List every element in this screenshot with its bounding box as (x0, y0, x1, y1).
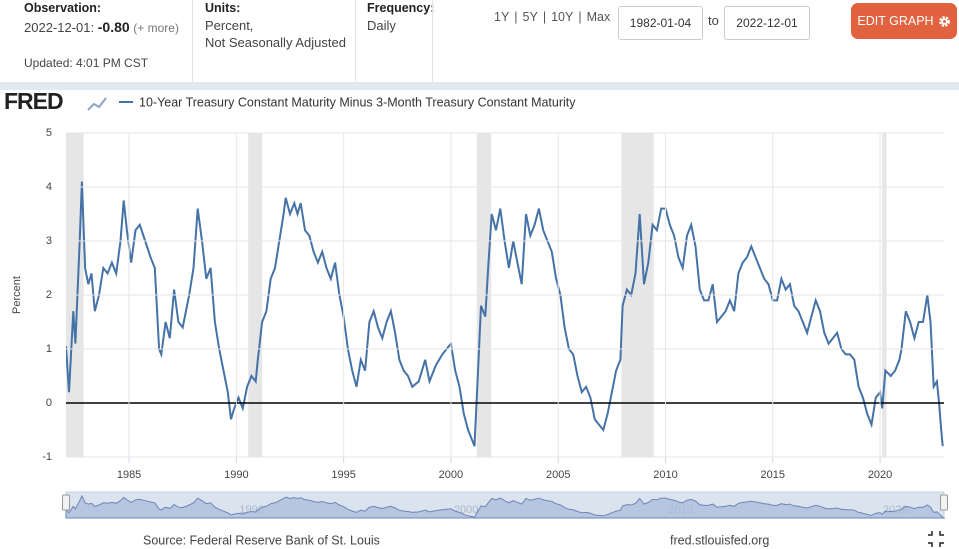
x-tick-label: 1995 (331, 469, 355, 481)
navigator-area (65, 494, 946, 519)
navigator-handle[interactable] (940, 494, 948, 511)
y-tick-label: 0 (46, 397, 52, 409)
button-label: EDIT GRAPH (857, 14, 934, 28)
navigator-handle[interactable] (62, 494, 70, 511)
updated: Updated: 4:01 PM CST (24, 56, 149, 70)
units-block: Units: Percent, Not Seasonally Adjusted (205, 0, 346, 51)
x-tick-label: 2020 (868, 469, 892, 481)
x-tick-label: 2015 (761, 469, 785, 481)
x-tick-label: 2010 (653, 469, 677, 481)
y-tick-label: 5 (46, 127, 52, 139)
x-tick-label: 1990 (224, 469, 248, 481)
logo-icon (87, 97, 107, 111)
source: Source: Federal Reserve Bank of St. Loui… (143, 533, 380, 547)
legend-label: 10-Year Treasury Constant Maturity Minus… (139, 95, 576, 109)
data-line (66, 181, 944, 447)
more-link[interactable]: (+ more) (133, 21, 179, 35)
y-tick-label: 2 (46, 289, 52, 301)
x-tick-label: 2000 (439, 469, 463, 481)
divider: | (578, 10, 582, 24)
frequency-block: Frequency: Daily (367, 0, 434, 34)
label: Observation: (24, 1, 102, 15)
chart: FRED Percent Source: Federal Reserve Ban… (4, 88, 948, 547)
divider: | (542, 10, 547, 24)
period-link[interactable]: 5Y (522, 10, 538, 24)
divider (0, 82, 959, 90)
site-link[interactable]: fred.stlouisfed.org (670, 533, 769, 547)
y-tick-label: 1 (46, 343, 52, 355)
edit-graph-button[interactable]: EDIT GRAPH (851, 3, 957, 39)
label: Units: (205, 1, 241, 15)
gear-icon (938, 15, 950, 27)
period-link[interactable]: Max (586, 10, 611, 24)
end-date[interactable]: 2022-12-01 (724, 6, 810, 40)
x-tick-label: 1985 (117, 469, 141, 481)
separator (192, 0, 193, 82)
frequency: Daily (367, 18, 396, 33)
label: Frequency: (367, 1, 435, 15)
observation-block: Observation: 2022-12-01: -0.80 (+ more) … (24, 0, 179, 72)
y-tick-label: 3 (46, 235, 52, 247)
divider: | (514, 10, 518, 24)
period-link[interactable]: 1Y (494, 10, 510, 24)
observation: 2022-12-01: -0.80 (+ more) (24, 19, 179, 37)
y-tick-label: -1 (42, 451, 52, 463)
period-links: 1Y | 5Y | 10Y | Max (494, 9, 610, 26)
separator (355, 0, 356, 82)
to: to (708, 13, 719, 28)
units: Percent, (205, 18, 254, 33)
period-link[interactable]: 10Y (551, 10, 574, 24)
value: -0.80 (97, 19, 130, 35)
units: Not Seasonally Adjusted (205, 35, 346, 50)
separator (432, 0, 433, 82)
fred-logo[interactable]: FRED (4, 88, 64, 114)
y-axis-label: Percent (11, 276, 23, 314)
start-date[interactable]: 1982-01-04 (618, 6, 703, 40)
fullscreen-icon[interactable] (928, 531, 944, 547)
x-tick-label: 2005 (546, 469, 570, 481)
date: 2022-12-01: (24, 20, 95, 35)
y-tick-label: 4 (46, 181, 52, 193)
